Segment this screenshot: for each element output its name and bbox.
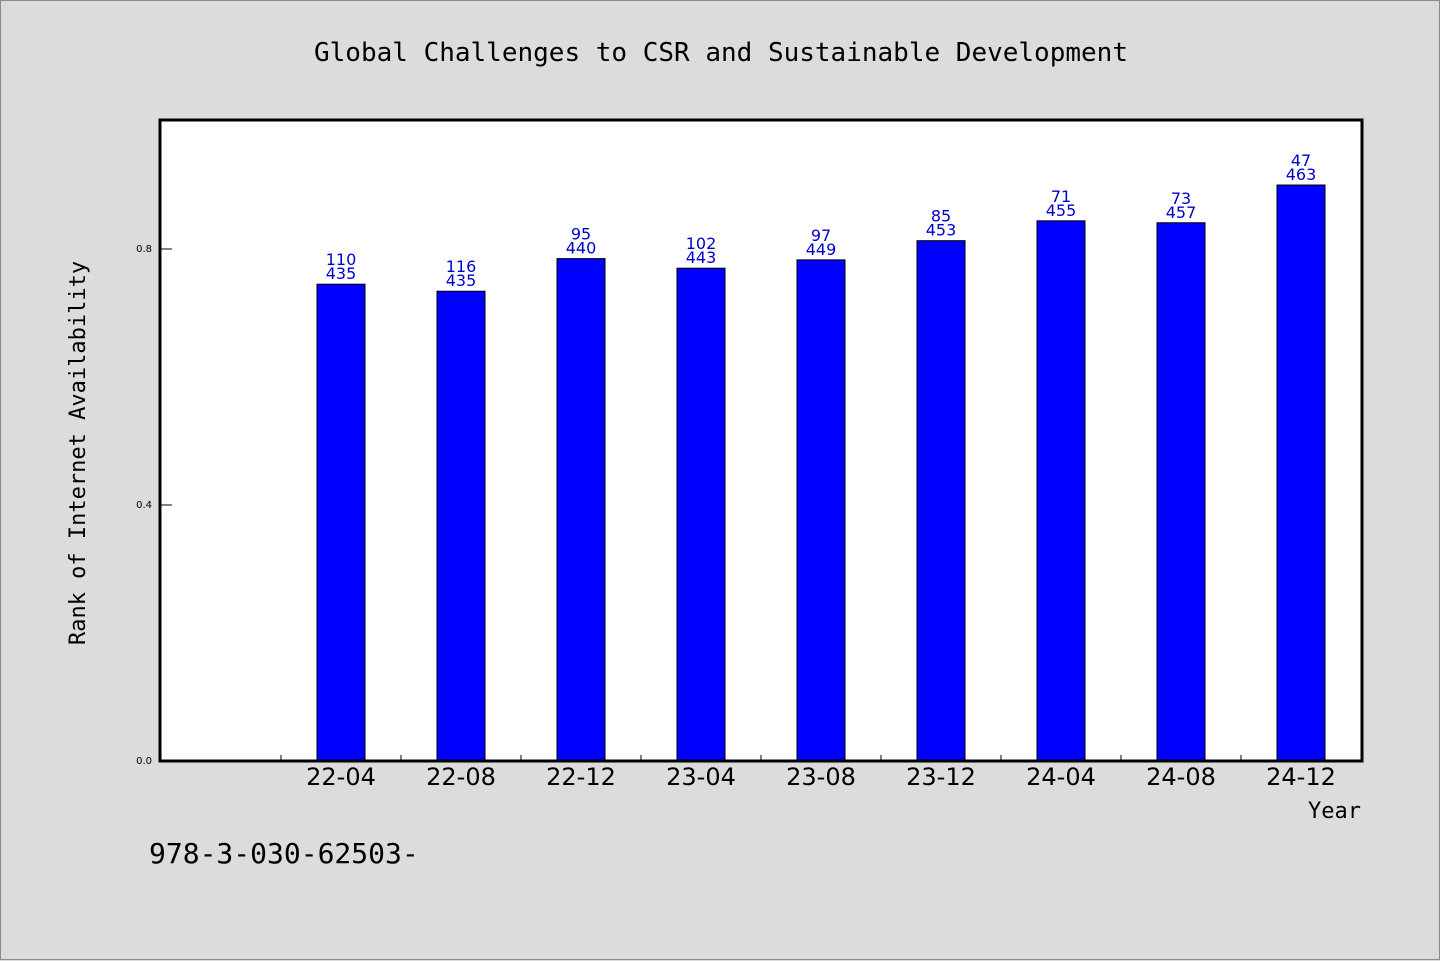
- bar-label-bottom: 435: [446, 271, 477, 290]
- bar-22-08: [436, 290, 486, 762]
- y-tick-label: 0.4: [136, 500, 152, 511]
- bar-22-12: [556, 258, 606, 762]
- bar-label-bottom: 463: [1286, 165, 1317, 184]
- y-axis-label: Rank of Internet Availability: [66, 261, 91, 645]
- bar-24-04: [1036, 220, 1086, 762]
- x-tick-label: 23-12: [906, 763, 976, 791]
- bar-label-top: 71: [1051, 187, 1071, 206]
- bars-group: [316, 184, 1326, 762]
- bar-label-top: 85: [931, 207, 951, 226]
- bar-label-bottom: 457: [1166, 203, 1197, 222]
- bar-label-bottom: 455: [1046, 201, 1077, 220]
- footer-isbn: 978-3-030-62503-: [149, 837, 419, 870]
- bar-label-top: 110: [326, 250, 357, 269]
- bar-label-bottom: 435: [326, 264, 357, 283]
- bar-label-top: 73: [1171, 189, 1191, 208]
- x-axis: 22-04 22-08 22-12 23-04 23-08 23-12 24-04 24-08…: [280, 755, 1362, 791]
- bar-23-04: [676, 267, 726, 762]
- x-tick-label: 22-08: [426, 763, 496, 791]
- bar-label-bottom: 443: [686, 248, 717, 267]
- y-tick-label: 0.8: [136, 244, 152, 255]
- x-tick-label: 24-04: [1026, 763, 1096, 791]
- chart-title: Global Challenges to CSR and Sustainable…: [314, 38, 1128, 68]
- x-tick-label: 24-12: [1266, 763, 1336, 791]
- bar-label-bottom: 440: [566, 239, 597, 258]
- bar-23-08: [796, 259, 846, 762]
- x-tick-label: 22-12: [546, 763, 616, 791]
- x-tick-label: 23-04: [666, 763, 736, 791]
- bar-label-bottom: 449: [806, 240, 837, 259]
- x-axis-label: Year: [1308, 799, 1361, 824]
- bar-24-08: [1156, 222, 1206, 762]
- bar-24-12: [1276, 184, 1326, 762]
- bar-label-bottom: 453: [926, 221, 957, 240]
- y-tick-label: 0.0: [136, 756, 152, 767]
- bar-22-04: [316, 283, 366, 762]
- bar-label-top: 95: [571, 225, 591, 244]
- x-tick-label: 23-08: [786, 763, 856, 791]
- bar-label-top: 102: [686, 234, 717, 253]
- bar-label-top: 116: [446, 257, 477, 276]
- bar-label-top: 47: [1291, 151, 1311, 170]
- plot-border: [158, 118, 1364, 763]
- x-tick-label: 24-08: [1146, 763, 1216, 791]
- x-tick-label: 22-04: [306, 763, 376, 791]
- bar-23-12: [916, 240, 966, 762]
- bar-label-top: 97: [811, 226, 831, 245]
